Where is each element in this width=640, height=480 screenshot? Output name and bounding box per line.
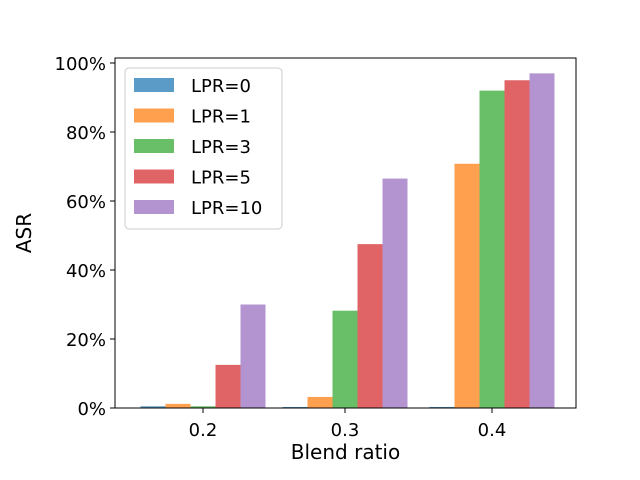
x-tick-label: 0.2: [189, 420, 218, 441]
x-tick-label: 0.3: [331, 420, 360, 441]
y-tick-label: 60%: [66, 192, 106, 213]
legend-swatch: [134, 108, 174, 123]
bar-lpr-0-0.3: [282, 406, 308, 408]
legend-label: LPR=0: [191, 76, 251, 97]
y-tick-label: 0%: [77, 399, 106, 420]
legend-swatch: [134, 78, 174, 92]
bar-lpr-1-0.2: [165, 403, 191, 408]
x-tick-label: 0.4: [478, 420, 507, 441]
y-tick-label: 40%: [66, 261, 106, 282]
bar-lpr-1-0.3: [307, 396, 333, 408]
bar-lpr-5-0.2: [215, 364, 241, 408]
legend-label: LPR=10: [191, 198, 262, 219]
bar-lpr-3-0.3: [332, 310, 358, 408]
bar-lpr-0-0.4: [429, 406, 455, 408]
legend-swatch: [134, 200, 174, 214]
bar-lpr-5-0.4: [504, 80, 530, 408]
x-axis-ticks: 0.2 0.3 0.4: [189, 408, 507, 441]
legend-label: LPR=5: [191, 168, 251, 189]
bar-lpr-3-0.4: [479, 90, 505, 408]
y-tick-label: 80%: [66, 123, 106, 144]
y-axis-ticks: 0% 20% 40% 60% 80% 100%: [55, 54, 115, 420]
legend-swatch: [134, 139, 174, 153]
bar-lpr-1-0.4: [454, 163, 480, 408]
y-axis-label: ASR: [12, 213, 36, 253]
bar-lpr-10-0.4: [529, 73, 555, 408]
bar-lpr-0-0.2: [140, 406, 166, 408]
y-tick-label: 20%: [66, 330, 106, 351]
bar-lpr-5-0.3: [357, 244, 383, 408]
bar-lpr-3-0.2: [190, 406, 216, 408]
legend: LPR=0 LPR=1 LPR=3 LPR=5 LPR=10: [124, 67, 283, 230]
bar-lpr-10-0.2: [240, 304, 266, 408]
legend-box: [124, 67, 283, 230]
bars-layer: [140, 73, 555, 408]
legend-swatch: [134, 169, 174, 184]
legend-label: LPR=1: [191, 107, 251, 128]
y-tick-label: 100%: [55, 54, 106, 75]
legend-label: LPR=3: [191, 137, 251, 158]
x-axis-label: Blend ratio: [291, 440, 400, 464]
bar-lpr-10-0.3: [382, 178, 408, 408]
